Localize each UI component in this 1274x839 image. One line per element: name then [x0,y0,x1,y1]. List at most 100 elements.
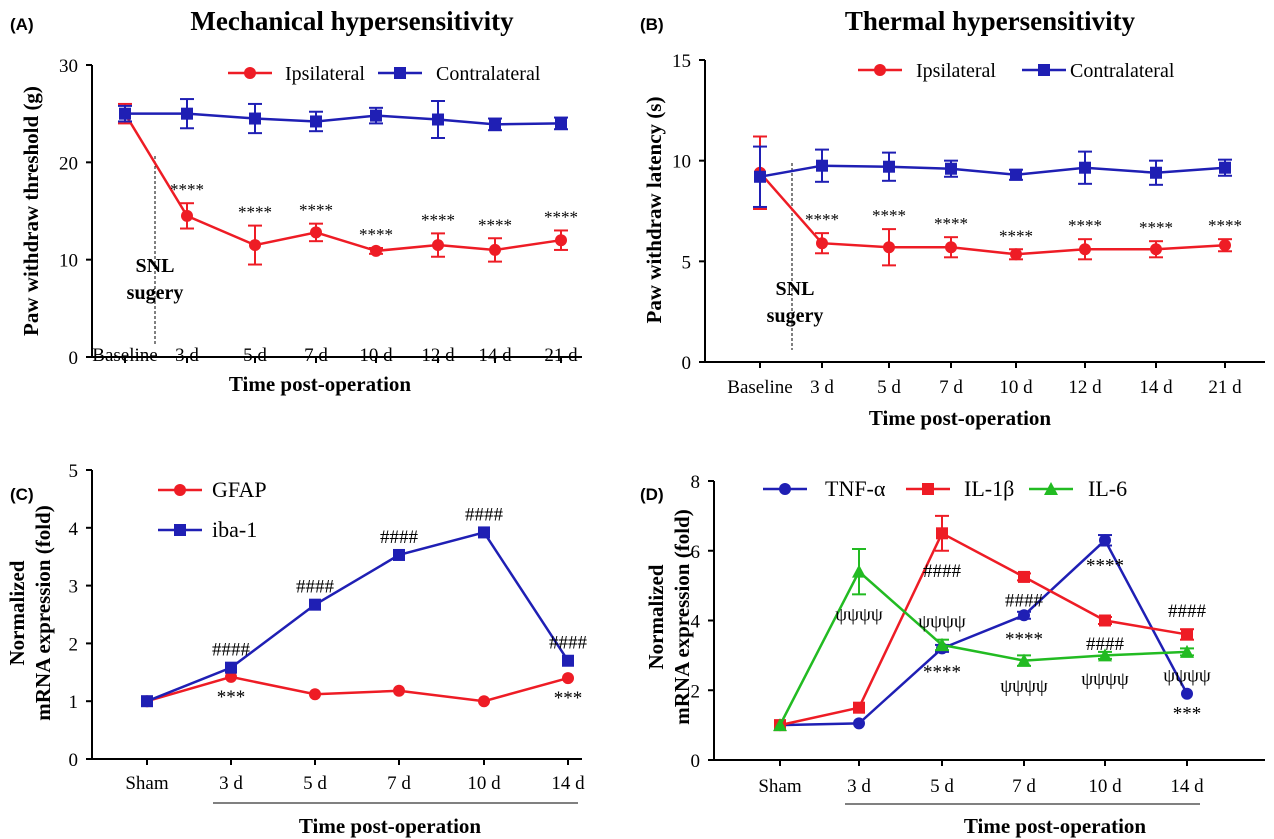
data-point [309,688,321,701]
x-axis-label: Time post-operation [229,372,412,396]
y-tick-label: 0 [682,353,692,374]
surgery-annotation: sugery [127,282,184,304]
x-tick-label: 10 d [1088,776,1122,797]
series-line [759,171,1226,256]
y-axis-label-line: mRNA expression (fold) [31,505,55,720]
data-point [1079,243,1091,256]
significance-label: ψψψψ [1000,676,1048,697]
x-tick-label: 5 d [930,776,954,797]
x-axis-label: Time post-operation [299,814,482,838]
x-tick-label: 3 d [810,377,834,398]
series-line [125,112,562,126]
legend-marker [1044,482,1058,495]
series-tnf- [774,534,1193,732]
surgery-annotation: SNL [136,255,175,277]
significance-label: ψψψψ [1081,669,1129,690]
x-tick-label: Sham [758,776,802,797]
x-tick-label: 3 d [219,773,243,794]
significance-label: **** [872,206,906,225]
data-point [393,548,405,561]
chart-panel-3: (C) 0 1 2 3 4 5 Sham 3 d 5 d 7 d 10 d 14 d Time post-… [5,461,588,838]
y-tick-label: 0 [69,348,79,369]
y-axis-label-line: mRNA expression (fold) [670,509,694,724]
data-point [225,670,237,683]
data-point [945,162,957,175]
y-tick-label: 4 [69,519,79,540]
data-point [1017,653,1031,667]
data-point [1099,614,1111,627]
legend-label: iba-1 [212,517,257,542]
panel-label: (A) [10,15,34,34]
legend: GFAP iba-1 [158,477,267,542]
data-point [1010,248,1022,261]
data-point [432,113,444,126]
series-line [146,675,569,703]
data-point [816,237,828,250]
data-point [1219,161,1231,174]
y-tick-label: 10 [59,251,78,272]
data-point [853,701,865,714]
significance-label: ψψψψ [918,612,966,633]
x-tick-label: 10 d [999,377,1033,398]
data-point [1180,644,1194,658]
data-point [936,527,948,540]
series-il-1- [774,514,1194,732]
legend-marker [244,67,256,79]
chart-title: Thermal hypersensitivity [845,6,1136,36]
x-tick-label: 14 d [1170,776,1204,797]
y-tick-label: 0 [69,750,79,771]
significance-label: *** [217,687,246,708]
significance-label: #### [1005,590,1044,611]
legend-label: IL-6 [1088,476,1127,501]
data-point [1010,168,1022,181]
x-tick-label: 21 d [544,345,578,366]
x-tick-label: 21 d [1208,377,1242,398]
series-line [779,538,1189,727]
legend: TNF-α IL-1β IL-6 [763,476,1127,501]
data-point [945,241,957,254]
y-axis-label-line: Normalized [644,564,668,669]
data-point [249,239,261,252]
legend-marker [174,484,186,496]
data-point [181,209,193,222]
x-tick-label: 10 d [359,345,393,366]
significance-label: **** [299,201,333,220]
panel-label: (C) [10,485,34,504]
x-tick-label: 14 d [1139,377,1173,398]
data-point [370,109,382,122]
series-line [779,531,1188,727]
x-tick-label: 7 d [387,773,411,794]
significance-label: **** [238,203,272,222]
series-line [759,164,1226,179]
chart-title: Mechanical hypersensitivity [190,6,514,36]
data-point [1079,161,1091,174]
significance-label: **** [544,207,578,226]
significance-label: ψψψψ [835,604,883,625]
significance-label: **** [1208,216,1242,235]
data-point [555,117,567,130]
data-point [310,115,322,128]
data-point [935,637,949,651]
data-point [1018,570,1030,583]
significance-label: *** [1173,704,1202,725]
data-point [119,107,131,120]
x-tick-label: 12 d [421,345,455,366]
legend-marker [874,64,886,76]
series-line [778,569,1188,726]
series-contralateral [753,145,1232,208]
data-point [853,717,865,730]
data-point [432,239,444,252]
x-axis-label: Time post-operation [869,406,1052,430]
y-axis-label: Paw withdraw threshold (g) [19,86,43,336]
significance-label: ψψψψ [1163,665,1211,686]
x-tick-label: 7 d [1012,776,1036,797]
data-point [249,112,261,125]
legend-marker [779,483,791,495]
data-point [141,695,153,708]
significance-label: **** [1086,556,1124,577]
data-point [489,118,501,131]
x-tick-label: 10 d [467,773,501,794]
x-tick-label: 5 d [877,377,901,398]
data-point [1219,239,1231,252]
